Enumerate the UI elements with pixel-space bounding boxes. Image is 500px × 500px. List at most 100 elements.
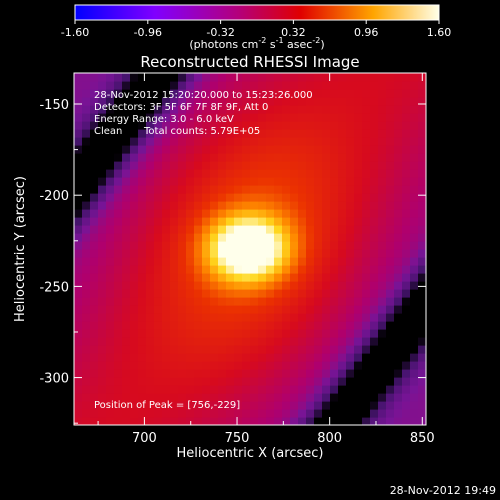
heatmap-cell bbox=[146, 113, 155, 122]
heatmap-cell bbox=[146, 361, 155, 370]
heatmap-cell bbox=[82, 177, 91, 186]
heatmap-cell bbox=[98, 73, 107, 82]
heatmap-cell bbox=[418, 169, 426, 178]
heatmap-cell bbox=[386, 313, 395, 322]
heatmap-cell bbox=[370, 297, 379, 306]
heatmap-cell bbox=[330, 345, 339, 354]
annotation-peak-position: Position of Peak = [756,-229] bbox=[94, 400, 240, 411]
heatmap-cell bbox=[410, 121, 419, 130]
heatmap-cell bbox=[330, 73, 339, 82]
heatmap-cell bbox=[322, 329, 331, 338]
heatmap-cell bbox=[138, 257, 147, 266]
heatmap-cell bbox=[98, 177, 107, 186]
heatmap-cell bbox=[170, 137, 179, 146]
heatmap-cell bbox=[242, 145, 251, 154]
heatmap-cell bbox=[242, 161, 251, 170]
heatmap-cell bbox=[314, 97, 323, 106]
heatmap-cell bbox=[130, 129, 139, 138]
heatmap-cell bbox=[122, 409, 131, 418]
heatmap-cell bbox=[274, 201, 283, 210]
heatmap-cell bbox=[290, 241, 299, 250]
heatmap-cell bbox=[274, 281, 283, 290]
heatmap-cell bbox=[154, 89, 163, 98]
heatmap-cell bbox=[386, 73, 395, 82]
heatmap-cell bbox=[186, 225, 195, 234]
heatmap-cell bbox=[194, 289, 203, 298]
heatmap-cell bbox=[234, 273, 243, 282]
heatmap-cell bbox=[186, 345, 195, 354]
heatmap-cell bbox=[282, 169, 291, 178]
heatmap-cell bbox=[282, 281, 291, 290]
heatmap-cell bbox=[402, 321, 411, 330]
heatmap-cell bbox=[266, 129, 275, 138]
heatmap-cell bbox=[290, 145, 299, 154]
heatmap-cell bbox=[410, 241, 419, 250]
heatmap-cell bbox=[138, 345, 147, 354]
heatmap-cell bbox=[194, 377, 203, 386]
heatmap-cell bbox=[210, 257, 219, 266]
heatmap-cell bbox=[194, 137, 203, 146]
heatmap-cell bbox=[162, 417, 171, 425]
heatmap-cell bbox=[82, 73, 91, 82]
heatmap-cell bbox=[346, 409, 355, 418]
heatmap-cell bbox=[306, 73, 315, 82]
heatmap-cell bbox=[298, 209, 307, 218]
heatmap-cell bbox=[194, 353, 203, 362]
heatmap-cell bbox=[90, 337, 99, 346]
heatmap-cell bbox=[186, 353, 195, 362]
heatmap-cell bbox=[234, 417, 243, 425]
heatmap-cell bbox=[162, 321, 171, 330]
heatmap-cell bbox=[370, 105, 379, 114]
heatmap-cell bbox=[250, 329, 259, 338]
heatmap-cell bbox=[346, 145, 355, 154]
heatmap-cell bbox=[178, 289, 187, 298]
heatmap-cell bbox=[210, 177, 219, 186]
heatmap-cell bbox=[98, 369, 107, 378]
heatmap-cell bbox=[258, 153, 267, 162]
heatmap-cell bbox=[250, 361, 259, 370]
heatmap-cell bbox=[410, 257, 419, 266]
heatmap-cell bbox=[194, 81, 203, 90]
heatmap-cell bbox=[194, 153, 203, 162]
heatmap-cell bbox=[370, 73, 379, 82]
heatmap-cell bbox=[306, 169, 315, 178]
heatmap-cell bbox=[258, 97, 267, 106]
heatmap-cell bbox=[378, 401, 387, 410]
heatmap-cell bbox=[290, 409, 299, 418]
heatmap-cell bbox=[362, 89, 371, 98]
heatmap-cell bbox=[258, 377, 267, 386]
heatmap-cell bbox=[170, 193, 179, 202]
heatmap-cell bbox=[146, 337, 155, 346]
heatmap-cell bbox=[282, 321, 291, 330]
heatmap-cell bbox=[146, 273, 155, 282]
heatmap-cell bbox=[114, 97, 123, 106]
heatmap-cell bbox=[394, 289, 403, 298]
heatmap-cell bbox=[106, 321, 115, 330]
heatmap-cell bbox=[186, 97, 195, 106]
heatmap-cell bbox=[362, 137, 371, 146]
heatmap-cell bbox=[386, 401, 395, 410]
heatmap-cell bbox=[242, 249, 251, 258]
heatmap-cell bbox=[106, 89, 115, 98]
heatmap-cell bbox=[106, 281, 115, 290]
heatmap-cell bbox=[274, 257, 283, 266]
heatmap-cell bbox=[330, 369, 339, 378]
heatmap-cell bbox=[410, 201, 419, 210]
heatmap-cell bbox=[338, 265, 347, 274]
heatmap-cell bbox=[322, 297, 331, 306]
heatmap-cell bbox=[138, 113, 147, 122]
heatmap-cell bbox=[226, 89, 235, 98]
heatmap-cell bbox=[370, 233, 379, 242]
heatmap-cell bbox=[146, 297, 155, 306]
heatmap-cell bbox=[298, 89, 307, 98]
heatmap-cell bbox=[250, 81, 259, 90]
heatmap-cell bbox=[418, 81, 426, 90]
colorbar-label: (photons cm-2 s-1 asec-2) bbox=[189, 36, 324, 51]
heatmap-cell bbox=[122, 209, 131, 218]
colorbar-tick-label: -1.60 bbox=[61, 26, 89, 39]
heatmap-cell bbox=[282, 297, 291, 306]
heatmap-cell bbox=[234, 369, 243, 378]
x-tick-label: 750 bbox=[225, 431, 250, 446]
heatmap-cell bbox=[346, 193, 355, 202]
heatmap-cell bbox=[162, 161, 171, 170]
